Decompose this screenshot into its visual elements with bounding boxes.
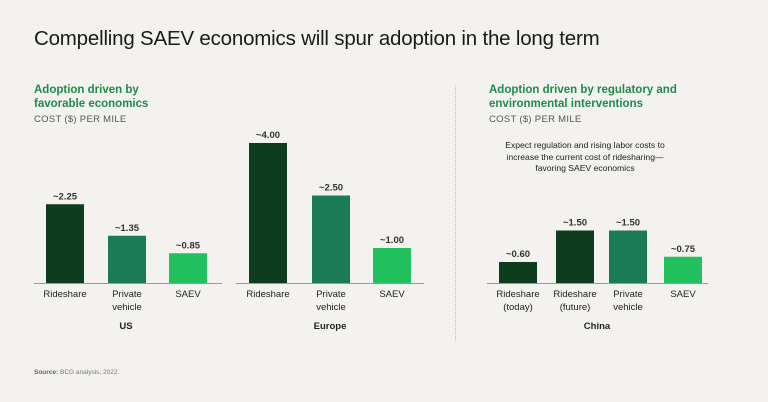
category-label-europe-2-0: SAEV: [379, 289, 405, 300]
bar-china-3: [664, 256, 702, 283]
source-prefix: Source:: [34, 369, 59, 376]
group-label-china: China: [584, 321, 611, 332]
value-label-us-1: ~1.35: [115, 223, 140, 234]
group-label-europe: Europe: [314, 321, 347, 332]
bar-china-1: [556, 230, 594, 283]
bar-europe-1: [312, 195, 350, 283]
category-label-europe-1-0: Private: [316, 289, 346, 300]
bar-europe-0: [249, 143, 287, 283]
bar-europe-2: [373, 248, 411, 283]
category-label-china-2-0: Private: [613, 289, 643, 300]
value-label-us-2: ~0.85: [176, 240, 201, 251]
value-label-europe-0: ~4.00: [256, 130, 280, 141]
category-label-us-1-0: Private: [112, 289, 142, 300]
left-panel-heading: Adoption driven by favorable economics: [34, 83, 148, 111]
bar-us-2: [169, 253, 207, 283]
category-label-china-1-1: (future): [560, 302, 591, 313]
category-label-china-1-0: Rideshare: [553, 289, 596, 300]
category-label-europe-0-0: Rideshare: [246, 289, 289, 300]
right-panel-heading: Adoption driven by regulatory and enviro…: [489, 83, 677, 111]
source-note: Source: BCG analysis, 2022.: [34, 369, 119, 376]
category-label-us-1-1: vehicle: [112, 302, 142, 313]
category-label-us-2-0: SAEV: [175, 289, 201, 300]
china-annotation: Expect regulation and rising labor costs…: [505, 140, 665, 174]
right-heading-line1: Adoption driven by regulatory and: [489, 84, 677, 96]
value-label-us-0: ~2.25: [53, 191, 78, 202]
right-heading-line2: environmental interventions: [489, 98, 644, 110]
right-axis-label: COST ($) PER MILE: [489, 114, 582, 125]
left-heading-line2: favorable economics: [34, 98, 149, 110]
category-label-us-0-0: Rideshare: [43, 289, 86, 300]
category-label-china-2-1: vehicle: [613, 302, 643, 313]
value-label-europe-1: ~2.50: [319, 183, 343, 194]
category-label-china-3-0: SAEV: [670, 289, 696, 300]
category-label-europe-1-1: vehicle: [316, 302, 346, 313]
bar-china-2: [609, 230, 647, 283]
value-label-china-2: ~1.50: [616, 218, 640, 229]
left-axis-label: COST ($) PER MILE: [34, 114, 127, 125]
bar-china-0: [499, 262, 537, 283]
category-label-china-0-0: Rideshare: [496, 289, 539, 300]
value-label-china-3: ~0.75: [671, 244, 696, 255]
left-heading-line1: Adoption driven by: [34, 84, 139, 96]
chart-title: Compelling SAEV economics will spur adop…: [34, 27, 600, 50]
source-text: BCG analysis, 2022.: [60, 369, 120, 376]
panel-divider: [455, 86, 456, 341]
value-label-china-1: ~1.50: [563, 218, 587, 229]
value-label-china-0: ~0.60: [506, 249, 530, 260]
category-label-china-0-1: (today): [503, 302, 533, 313]
bar-us-0: [46, 204, 84, 283]
bar-us-1: [108, 235, 146, 283]
value-label-europe-2: ~1.00: [380, 235, 404, 246]
group-label-us: US: [119, 321, 132, 332]
